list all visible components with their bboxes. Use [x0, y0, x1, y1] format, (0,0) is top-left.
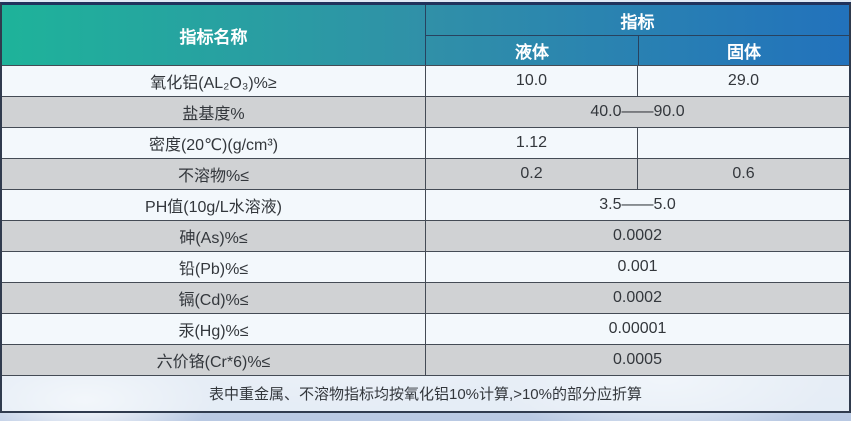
row-value-span: 0.00001: [425, 314, 849, 344]
row-value-liquid: 1.12: [425, 128, 637, 158]
header-sub-row: 液体 固体: [426, 35, 849, 65]
table-row: 砷(As)%≤ 0.0002: [2, 220, 849, 251]
table-body: 氧化铝(AL₂O₃)%≥ 10.0 29.0 盐基度% 40.0——90.0 密度(20℃…: [2, 65, 849, 375]
table-row: 铅(Pb)%≤ 0.001: [2, 251, 849, 282]
header-value-group: 指标 液体 固体: [425, 5, 849, 65]
table-row: 氧化铝(AL₂O₃)%≥ 10.0 29.0: [2, 65, 849, 96]
table-row: 六价铬(Cr*6)%≤ 0.0005: [2, 344, 849, 375]
row-label: 镉(Cd)%≤: [178, 292, 249, 309]
row-value-span: 0.001: [425, 252, 849, 282]
row-label: 六价铬(Cr*6)%≤: [156, 354, 271, 371]
row-label: 汞(Hg)%≤: [178, 323, 249, 340]
header-sub-column-liquid: 液体: [515, 43, 549, 62]
row-label: 砷(As)%≤: [179, 230, 248, 247]
row-value-solid: 29.0: [637, 66, 849, 96]
table-row: 盐基度% 40.0——90.0: [2, 96, 849, 127]
row-label: PH值(10g/L水溶液): [145, 199, 282, 216]
table-header: 指标名称 指标 液体 固体: [2, 5, 849, 65]
header-sub-column-solid: 固体: [638, 36, 849, 65]
row-value-solid: 0.6: [637, 159, 849, 189]
table-footnote: 表中重金属、不溶物指标均按氧化铝10%计算,>10%的部分应折算: [2, 375, 849, 411]
row-label: 盐基度%: [182, 106, 245, 123]
row-value-span: 0.0002: [425, 283, 849, 313]
row-label: 铅(Pb)%≤: [178, 261, 249, 278]
table-row: 镉(Cd)%≤ 0.0002: [2, 282, 849, 313]
table-row: 汞(Hg)%≤ 0.00001: [2, 313, 849, 344]
row-label: 不溶物%≤: [177, 168, 249, 185]
row-value-span: 0.0005: [425, 345, 849, 375]
row-label: 密度(20℃)(g/cm³): [148, 137, 279, 154]
table-row: 密度(20℃)(g/cm³) 1.12: [2, 127, 849, 158]
row-value-liquid: 10.0: [425, 66, 637, 96]
row-label: 氧化铝(AL₂O₃)%≥: [150, 75, 277, 92]
spec-table: 指标名称 指标 液体 固体 氧化铝(AL₂O₃)%≥ 10.0 29.0 盐基度% 40…: [0, 2, 851, 413]
row-value-solid: [637, 128, 849, 158]
row-value-span: 40.0——90.0: [425, 97, 849, 127]
row-value-span: 0.0002: [425, 221, 849, 251]
header-name-column: 指标名称: [179, 27, 248, 47]
header-group-label: 指标: [620, 12, 655, 32]
table-row: 不溶物%≤ 0.2 0.6: [2, 158, 849, 189]
table-row: PH值(10g/L水溶液) 3.5——5.0: [2, 189, 849, 220]
row-value-liquid: 0.2: [425, 159, 637, 189]
row-value-span: 3.5——5.0: [425, 190, 849, 220]
